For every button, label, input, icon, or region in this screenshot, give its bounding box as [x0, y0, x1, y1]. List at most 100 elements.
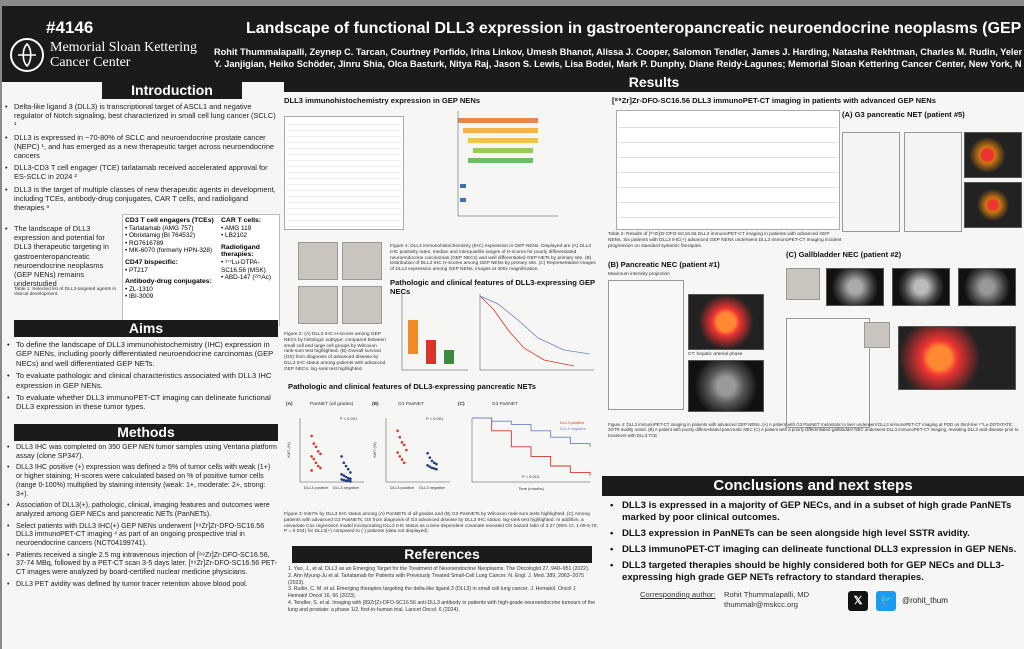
intro-bullet: DLL3 is expressed in ~70-80% of SCLC and…: [4, 133, 280, 161]
category-label: DLL3 negative: [419, 485, 446, 490]
data-point: [316, 464, 320, 468]
data-point: [314, 445, 318, 449]
references-heading: References: [292, 546, 592, 563]
results-heading: Results: [284, 74, 1024, 92]
immunopet-results-table: [616, 110, 840, 230]
poster-title: Landscape of functional DLL3 expression …: [246, 20, 1024, 37]
p-value-label: P < 0.001: [340, 416, 358, 421]
radioligand-item: • ¹⁷⁷Lu-DTPA-SC16.56 (MSK): [221, 258, 266, 274]
tce-heading: CD3 T cell engagers (TCEs): [125, 217, 214, 224]
data-point: [402, 443, 406, 447]
poster: #4146 Memorial Sloan Kettering Cancer Ce…: [2, 6, 1024, 649]
ihc-image-g3-pannet: [298, 286, 338, 324]
method-bullet: DLL3 IHC was completed on 350 GEP NEN tu…: [6, 443, 278, 460]
y-axis-label: Ki67 (%): [286, 442, 291, 458]
panel-b-label: (B): [372, 402, 379, 407]
panel-b-title: (B) Pancreatic NEC (patient #1): [608, 260, 720, 269]
nec-os-curve: [479, 294, 594, 371]
pet-axial-a1: [964, 132, 1022, 178]
mip-label: Maximum intensity projection: [608, 272, 670, 277]
data-point: [405, 448, 408, 452]
data-point: [430, 466, 434, 470]
conclusions-list: DLL3 is expressed in a majority of GEP N…: [608, 500, 1018, 588]
conclusion-bullet: DLL3 is expressed in a majority of GEP N…: [608, 500, 1018, 524]
author-list: Rohit Thummalapalli, Zeynep C. Tarcan, C…: [214, 47, 1022, 69]
ihc-image-esophageal: [298, 242, 338, 280]
data-point: [426, 451, 429, 455]
ki67-g3-chart: DLL3 positive DLL3 negative Ki67 (%) P = 0.…: [372, 416, 450, 490]
box-bar: [463, 128, 538, 133]
intro-bullet: DLL3-CD3 T cell engager (TCE) tarlatamab…: [4, 163, 280, 181]
box-bar: [458, 118, 538, 123]
aim-bullet: To evaluate pathologic and clinical char…: [6, 371, 278, 390]
tce-item: • Obrixtamig (BI 764532): [125, 232, 196, 240]
method-bullet: Select patients with DLL3 IHC(+) GEP NEN…: [6, 522, 278, 548]
data-point: [346, 467, 350, 471]
references-list: 1. Yao, J., et al. DLL3 as an Emerging T…: [288, 566, 596, 614]
box-bar: [473, 148, 533, 153]
data-point: [396, 451, 399, 454]
poster-header: #4146 Memorial Sloan Kettering Cancer Ce…: [2, 6, 1024, 82]
data-point: [314, 461, 318, 465]
nec-hscore-boxplot: [401, 294, 468, 371]
introduction-heading: Introduction: [102, 82, 242, 99]
data-point: [400, 458, 404, 461]
survival-line: [472, 417, 591, 447]
method-bullet: DLL3 IHC positive (+) expression was def…: [6, 463, 278, 498]
category-label: DLL3 positive: [304, 485, 329, 490]
chart-a-title: PanNET (all grades): [310, 402, 354, 407]
data-point: [402, 461, 406, 465]
pannet-section-title: Pathologic and clinical features of DLL3…: [288, 382, 536, 391]
pet-mip-c: [786, 318, 870, 428]
panel-c-label: (C): [458, 402, 465, 407]
ct-response-dll3: [892, 268, 950, 306]
conclusion-bullet: DLL3 immunoPET-CT imaging can delineate …: [608, 544, 1018, 556]
ct-label: CT: hepatic arterial phase: [688, 352, 743, 357]
ihc-image-c2: [864, 322, 890, 348]
radioligand-heading: Radioligand therapies:: [221, 243, 260, 259]
aim-bullet: To define the landscape of DLL3 immunohi…: [6, 340, 278, 368]
survival-line: [472, 417, 591, 476]
reference-item: 1. Yao, J., et al. DLL3 as an Emerging T…: [288, 566, 590, 572]
conclusion-bullet: DLL3 expression in PanNETs can be seen a…: [608, 528, 1018, 540]
data-point: [316, 449, 320, 453]
data-point: [342, 474, 346, 477]
cd47-item: • PT217: [125, 266, 148, 274]
ihc-image-rectal: [342, 242, 382, 280]
data-point: [435, 462, 438, 466]
data-point: [319, 466, 322, 470]
legend-entry: DLL3 negative: [560, 426, 587, 431]
introduction-list-2: The landscape of DLL3 expression and pot…: [4, 224, 120, 291]
twitter-bird-icon[interactable]: 🐦: [876, 591, 896, 611]
data-point: [312, 442, 316, 445]
data-point: [426, 464, 429, 467]
data-point: [344, 475, 348, 479]
data-point: [312, 457, 316, 461]
x-axis-label: Time (months): [518, 486, 544, 491]
data-point: [340, 478, 343, 481]
adc-heading: Antibody-drug conjugates:: [125, 278, 212, 286]
author-email[interactable]: thummalr@mskcc.org: [724, 600, 798, 609]
dll3-agents-table: CD3 T cell engagers (TCEs) • Tarlatamab …: [122, 214, 280, 326]
middle-column: DLL3 immunohistochemistry expression in …: [282, 82, 600, 649]
data-point: [344, 464, 348, 468]
tce-item: • RO7616789: [125, 239, 164, 247]
twitter-handle[interactable]: @rohit_thum: [902, 596, 948, 605]
cart-item: • AMG 119: [221, 224, 252, 232]
box-large-cell: [426, 340, 436, 364]
nec-section-title: Pathologic and clinical features of DLL3…: [390, 278, 595, 296]
data-point: [435, 467, 438, 471]
box-bar: [468, 158, 533, 163]
conclusions-heading: Conclusions and next steps: [602, 476, 1024, 496]
data-point: [344, 479, 348, 483]
intro-bullet: DLL3 is the target of multiple classes o…: [4, 185, 280, 213]
x-logo-icon[interactable]: 𝕏: [848, 591, 868, 611]
pet-axial-c: [898, 326, 1016, 390]
data-point: [340, 473, 343, 476]
pet-mip-b: [608, 280, 684, 410]
data-point: [346, 476, 350, 480]
reference-item: 3. Rudin, C. M. et al. Emerging therapie…: [288, 586, 576, 600]
data-point: [342, 461, 346, 465]
method-bullet: Patients received a single 2.5 mg intrav…: [6, 551, 278, 577]
ihc-image-gallbladder: [786, 268, 820, 300]
